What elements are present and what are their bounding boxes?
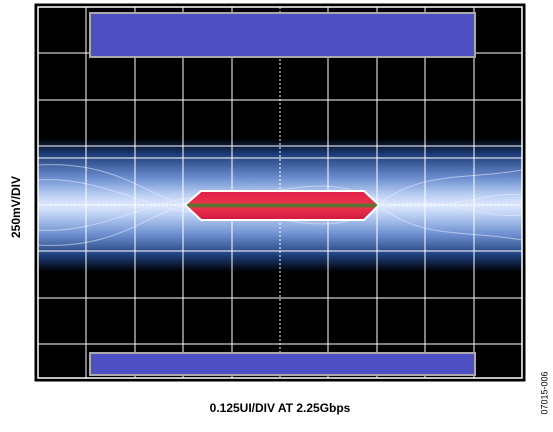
bottom-mask [89,352,476,376]
screen-border [37,6,523,379]
eye-mask [183,190,381,221]
figure-id: 07015-006 [539,371,549,414]
y-axis-label: 250mV/DIV [9,176,23,238]
x-axis-label: 0.125UI/DIV AT 2.25Gbps [210,401,351,415]
top-mask [89,12,476,58]
